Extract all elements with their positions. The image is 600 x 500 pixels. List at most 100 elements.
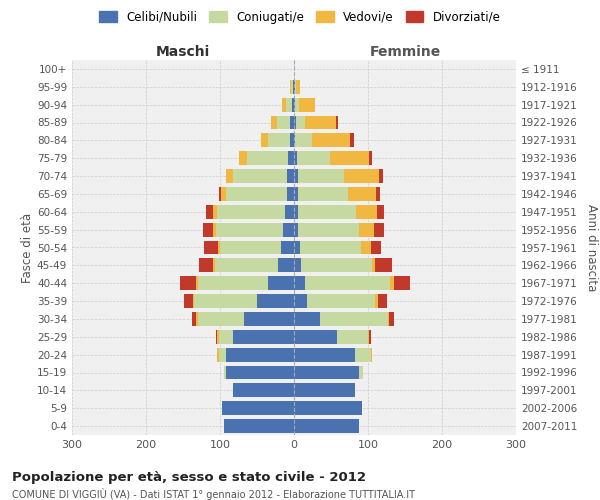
- Bar: [290, 80, 291, 94]
- Bar: [283, 222, 294, 236]
- Bar: [294, 205, 298, 219]
- Bar: [244, 312, 294, 326]
- Bar: [294, 98, 295, 112]
- Bar: [239, 151, 247, 165]
- Text: Popolazione per età, sesso e stato civile - 2012: Popolazione per età, sesso e stato civil…: [12, 472, 366, 484]
- Bar: [296, 80, 300, 94]
- Bar: [368, 330, 370, 344]
- Bar: [294, 134, 295, 147]
- Bar: [285, 205, 294, 219]
- Bar: [301, 258, 372, 272]
- Bar: [344, 169, 379, 183]
- Bar: [294, 330, 337, 344]
- Bar: [374, 222, 384, 236]
- Legend: Celibi/Nubili, Coniugati/e, Vedovi/e, Divorziati/e: Celibi/Nubili, Coniugati/e, Vedovi/e, Di…: [95, 6, 505, 28]
- Bar: [294, 116, 296, 130]
- Bar: [376, 187, 380, 201]
- Bar: [295, 98, 299, 112]
- Bar: [294, 312, 320, 326]
- Bar: [226, 187, 287, 201]
- Bar: [281, 240, 294, 254]
- Bar: [394, 276, 410, 290]
- Bar: [217, 348, 218, 362]
- Bar: [287, 169, 294, 183]
- Bar: [287, 187, 294, 201]
- Bar: [372, 258, 376, 272]
- Bar: [214, 258, 215, 272]
- Bar: [294, 80, 295, 94]
- Bar: [337, 330, 368, 344]
- Bar: [371, 348, 373, 362]
- Bar: [290, 134, 294, 147]
- Bar: [294, 348, 355, 362]
- Bar: [257, 294, 294, 308]
- Bar: [330, 151, 369, 165]
- Bar: [226, 366, 294, 380]
- Bar: [278, 258, 294, 272]
- Bar: [377, 294, 386, 308]
- Bar: [217, 330, 218, 344]
- Bar: [221, 187, 226, 201]
- Bar: [379, 169, 383, 183]
- Bar: [224, 366, 226, 380]
- Bar: [299, 98, 316, 112]
- Bar: [215, 330, 217, 344]
- Bar: [194, 294, 257, 308]
- Bar: [199, 258, 214, 272]
- Bar: [295, 134, 312, 147]
- Bar: [294, 187, 298, 201]
- Bar: [294, 151, 297, 165]
- Bar: [298, 169, 344, 183]
- Bar: [294, 276, 305, 290]
- Bar: [282, 98, 286, 112]
- Bar: [348, 187, 376, 201]
- Bar: [233, 169, 287, 183]
- Bar: [271, 116, 277, 130]
- Bar: [268, 276, 294, 290]
- Text: Maschi: Maschi: [156, 45, 210, 59]
- Bar: [291, 80, 293, 94]
- Bar: [198, 276, 268, 290]
- Bar: [192, 312, 196, 326]
- Bar: [193, 294, 194, 308]
- Bar: [312, 134, 350, 147]
- Bar: [294, 366, 359, 380]
- Text: Femmine: Femmine: [370, 45, 440, 59]
- Bar: [198, 312, 244, 326]
- Bar: [224, 419, 294, 433]
- Bar: [320, 312, 388, 326]
- Bar: [214, 222, 216, 236]
- Bar: [294, 401, 362, 415]
- Bar: [297, 151, 330, 165]
- Bar: [218, 348, 226, 362]
- Bar: [226, 169, 233, 183]
- Bar: [356, 205, 377, 219]
- Bar: [376, 294, 377, 308]
- Bar: [218, 330, 233, 344]
- Bar: [292, 98, 294, 112]
- Bar: [388, 312, 389, 326]
- Bar: [298, 222, 359, 236]
- Bar: [359, 222, 374, 236]
- Bar: [196, 276, 198, 290]
- Bar: [217, 205, 285, 219]
- Bar: [216, 222, 283, 236]
- Bar: [215, 258, 278, 272]
- Bar: [390, 276, 394, 290]
- Bar: [206, 205, 214, 219]
- Bar: [203, 222, 214, 236]
- Bar: [290, 116, 294, 130]
- Bar: [184, 294, 193, 308]
- Bar: [247, 151, 288, 165]
- Bar: [220, 240, 281, 254]
- Bar: [226, 348, 294, 362]
- Bar: [219, 187, 221, 201]
- Bar: [261, 134, 268, 147]
- Bar: [376, 258, 392, 272]
- Bar: [294, 169, 298, 183]
- Bar: [371, 240, 382, 254]
- Bar: [350, 134, 354, 147]
- Bar: [369, 151, 373, 165]
- Bar: [218, 240, 220, 254]
- Bar: [214, 205, 217, 219]
